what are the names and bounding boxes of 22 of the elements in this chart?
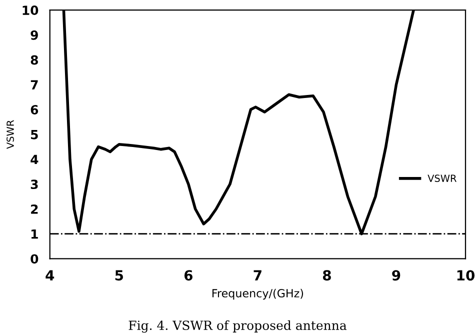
x-tick-label: 4: [46, 270, 54, 280]
y-tick-label: 4: [30, 154, 38, 164]
caption: Fig. 4. VSWR of proposed antenna: [128, 320, 347, 333]
y-tick-label: 8: [30, 55, 38, 65]
y-tick-label: 3: [30, 180, 38, 190]
x-tick-label: 6: [184, 270, 192, 281]
y-tick-label: 9: [30, 30, 38, 40]
y-tick-label: 6: [30, 105, 38, 114]
x-tick-label: 5: [115, 270, 124, 281]
x-tick-label: 9: [392, 270, 400, 281]
y-tick-label: 0: [30, 254, 38, 264]
y-tick-label: 7: [30, 80, 38, 90]
x-tick-label: 10: [457, 270, 474, 281]
x-tick-label: 8: [322, 270, 331, 281]
y-tick-label: 5: [31, 130, 38, 140]
y-tick-label: 1: [31, 229, 38, 239]
legend-label: VSWR: [428, 174, 456, 182]
y-tick-label: 2: [31, 204, 38, 214]
y-tick-label: 10: [22, 6, 38, 16]
y-axis-title: VSWR: [6, 120, 14, 149]
x-axis-title: Frequency/(GHz): [212, 288, 304, 300]
x-tick-label: 7: [254, 270, 262, 280]
